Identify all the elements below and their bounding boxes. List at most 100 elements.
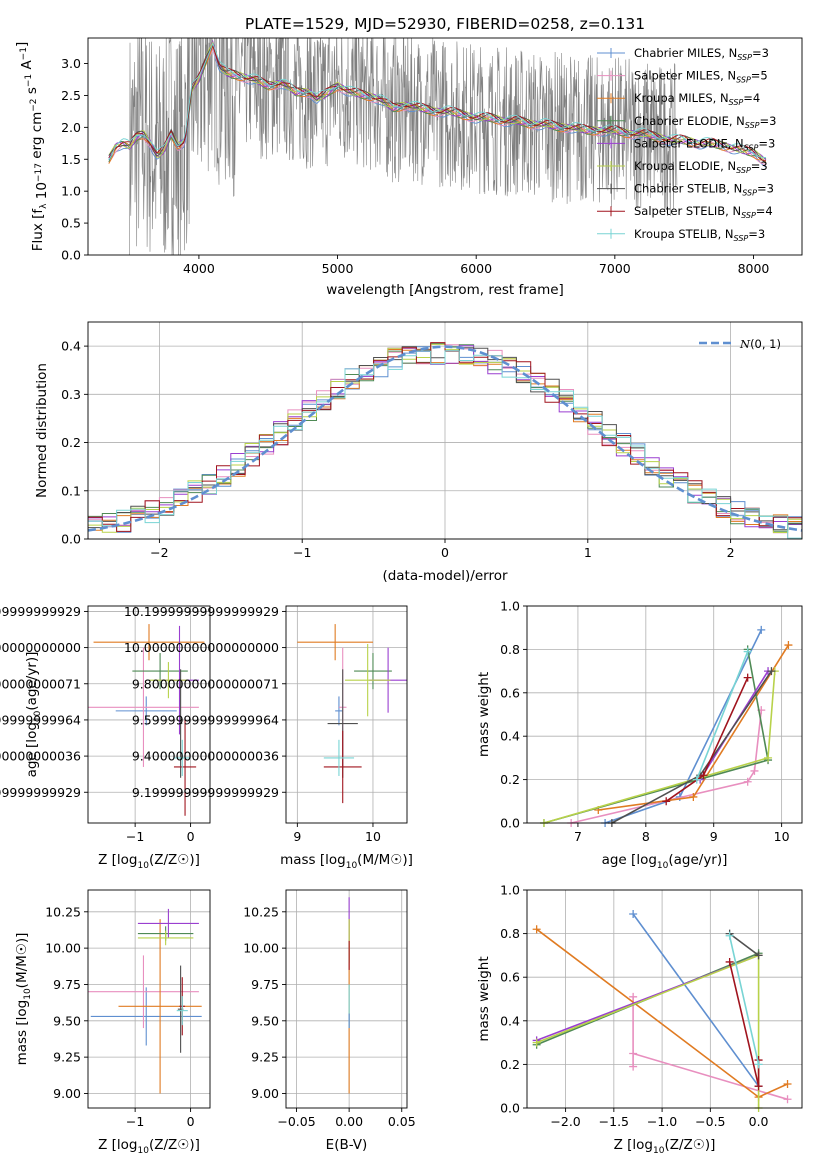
weight-point [689, 792, 698, 801]
y-tick-label: 9.40000000000000036 [132, 749, 279, 764]
x-tick-label: 0 [187, 829, 195, 844]
label-part: erg cm [29, 112, 45, 163]
x-tick-label: 9 [710, 829, 718, 844]
y-tick-label: 0.6 [500, 685, 520, 700]
x-axis-label: Z [log10(Z/Z☉)] [98, 852, 200, 871]
y-tick-label: 0.1 [61, 483, 81, 498]
x-tick-label: 1 [584, 545, 592, 560]
axes-frame [87, 37, 803, 256]
x-tick-label: 9 [293, 829, 301, 844]
weight-point [767, 667, 776, 676]
weight-point [629, 992, 638, 1001]
weight-vs-Z-panel: −2.0 −1.5 −1.0 −0.5 0.0 0.0 0.2 0.4 0.6 0.8 1.0 Z [… [476, 883, 803, 1156]
weight-point [662, 797, 671, 806]
spectrum-model-line [108, 44, 767, 162]
label-part: Z [ [98, 852, 117, 868]
label-sub: 10 [33, 710, 43, 722]
x-tick-label: −1.5 [599, 1114, 629, 1129]
x-tick-label: 10 [774, 829, 790, 844]
weight-point [754, 951, 763, 960]
label-part: (Z/Z☉)] [149, 1137, 200, 1153]
weight-point [764, 753, 773, 762]
label-part: E(B-V) [326, 1137, 368, 1153]
legend-label: Chabrier STELIB, NSSP=3 [634, 182, 774, 198]
label-part: log [117, 1137, 138, 1153]
weight-point [532, 1038, 541, 1047]
axes-frame [87, 321, 803, 540]
y-axis-label: mass weight [476, 672, 492, 757]
legend-label: Chabrier MILES, NSSP=3 [634, 46, 769, 62]
age-vs-Z-panel: −1 0 9.19999999999999929 9.4000000000000003… [0, 604, 211, 871]
label-sup: −17 [34, 163, 44, 182]
spectrum-data-line [129, 38, 678, 255]
y-axis-label: age [log10(age/yr)] [24, 652, 43, 778]
y-tick-label: 10.00000000000000000 [0, 640, 81, 655]
y-tick-label: 10.00 [45, 941, 81, 956]
y-tick-label: 10.25 [243, 904, 279, 919]
weight-point [783, 1095, 792, 1104]
axes-frame [87, 889, 211, 1109]
weight-line [632, 913, 760, 1087]
y-tick-label: 0.2 [500, 772, 520, 787]
axes-frame [526, 605, 803, 824]
legend-text: Salpeter MILES, N [634, 69, 736, 83]
x-axis-label: E(B-V) [326, 1137, 368, 1153]
histogram-group [88, 342, 802, 539]
x-tick-label: 0.00 [335, 1114, 363, 1129]
legend-count: =3 [760, 114, 777, 128]
legend-label: Kroupa ELODIE, NSSP=3 [634, 159, 768, 175]
label-part: log [117, 852, 138, 868]
x-axis-label: wavelength [Angstrom, rest frame] [326, 282, 564, 298]
legend-count: =3 [752, 46, 769, 60]
weight-point [725, 931, 734, 940]
legend-count: =5 [751, 69, 768, 83]
label-sub: 10 [657, 861, 669, 871]
legend-sub: SSP [729, 98, 744, 107]
legend-label: Kroupa STELIB, NSSP=3 [634, 227, 765, 243]
x-tick-label: 2 [727, 545, 735, 560]
legend-sub: SSP [741, 211, 756, 220]
y-tick-label: 9.75 [53, 977, 81, 992]
label-part: (age/yr)] [24, 652, 40, 711]
y-tick-label: 0.8 [500, 642, 520, 657]
label-part: (M/M☉)] [357, 852, 413, 868]
x-tick-label: 8 [642, 829, 650, 844]
label-sub: λ [39, 203, 49, 209]
label-part: age [ [602, 852, 637, 868]
spectrum-data-group [108, 38, 767, 255]
label-part: mass [ [280, 852, 325, 868]
label-part: ] [14, 42, 30, 47]
weight-point [784, 641, 793, 650]
weight-point [754, 1060, 763, 1069]
y-tick-label: 9.19999999999999929 [132, 785, 279, 800]
legend-count: =4 [743, 91, 760, 105]
label-sub: 10 [138, 1146, 150, 1156]
weight-point [629, 1049, 638, 1058]
x-tick-label: 7 [574, 829, 582, 844]
y-tick-label: 0.0 [61, 532, 81, 547]
y-tick-label: 0.5 [61, 216, 81, 231]
label-part: age [ [24, 743, 40, 778]
y-tick-label: 0.3 [61, 387, 81, 402]
x-tick-label: 8000 [738, 261, 770, 276]
label-part: log [24, 722, 40, 743]
label-sub: 10 [346, 861, 358, 871]
legend-text: Kroupa STELIB, N [634, 227, 734, 241]
label-part: log [14, 1000, 30, 1021]
y-tick-label: 10.25 [45, 904, 81, 919]
legend-sub: SSP [736, 166, 751, 175]
x-tick-label: −2.0 [550, 1114, 580, 1129]
label-part: mass [ [14, 1020, 30, 1065]
legend-sub: SSP [736, 76, 751, 85]
legend-sub: SSP [737, 53, 752, 62]
weight-point [743, 777, 752, 786]
y-tick-label: 0.2 [61, 435, 81, 450]
legend-text: N [739, 337, 751, 351]
legend-label: Chabrier ELODIE, NSSP=3 [634, 114, 776, 130]
weight-line [632, 996, 788, 1101]
y-tick-label: 0.4 [500, 729, 520, 744]
label-sup: −1 [24, 74, 34, 87]
x-tick-label: 5000 [322, 261, 354, 276]
